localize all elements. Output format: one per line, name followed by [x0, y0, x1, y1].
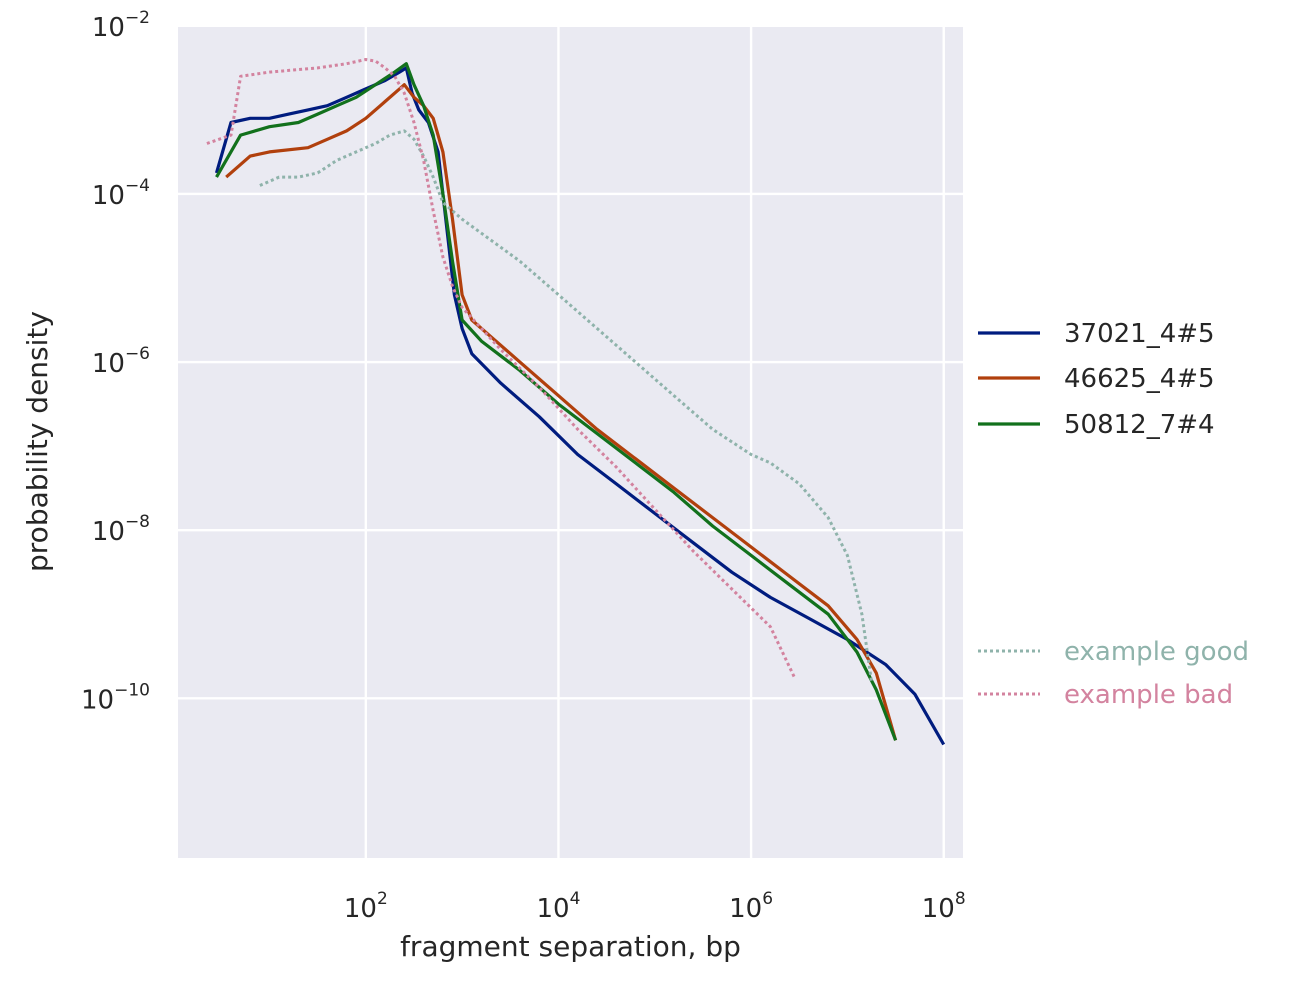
y-tick-label: 10−2: [92, 8, 150, 43]
series-line: [206, 58, 796, 678]
legend-label: example bad: [1064, 680, 1233, 710]
plot-background: [178, 25, 963, 858]
legend-label: 37021_4#5: [1064, 319, 1215, 349]
y-tick-label: 10−10: [81, 680, 150, 715]
series-line: [259, 129, 873, 682]
series-line: [215, 62, 898, 741]
series-lines: [206, 58, 946, 746]
x-tick-label: 104: [536, 889, 580, 924]
y-axis-label: probability density: [21, 311, 54, 572]
series-line: [225, 83, 898, 741]
grid: [178, 24, 963, 858]
y-tick-label: 10−6: [92, 344, 150, 379]
tick-labels: 102 104 106 108 10−2 10−4 10−6 10−8 10−10: [81, 8, 966, 924]
x-tick-label: 108: [922, 889, 966, 924]
x-tick-label: 102: [344, 889, 388, 924]
y-tick-label: 10−4: [92, 176, 150, 211]
x-tick-label: 106: [729, 889, 773, 924]
legend-label: example good: [1064, 637, 1249, 667]
y-tick-label: 10−8: [92, 512, 150, 547]
legend-label: 46625_4#5: [1064, 364, 1215, 394]
x-axis-label: fragment separation, bp: [400, 930, 741, 963]
legend-label: 50812_7#4: [1064, 410, 1215, 440]
